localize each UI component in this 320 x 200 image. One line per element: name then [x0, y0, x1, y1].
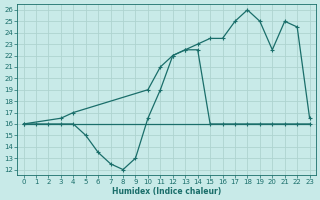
- X-axis label: Humidex (Indice chaleur): Humidex (Indice chaleur): [112, 187, 221, 196]
